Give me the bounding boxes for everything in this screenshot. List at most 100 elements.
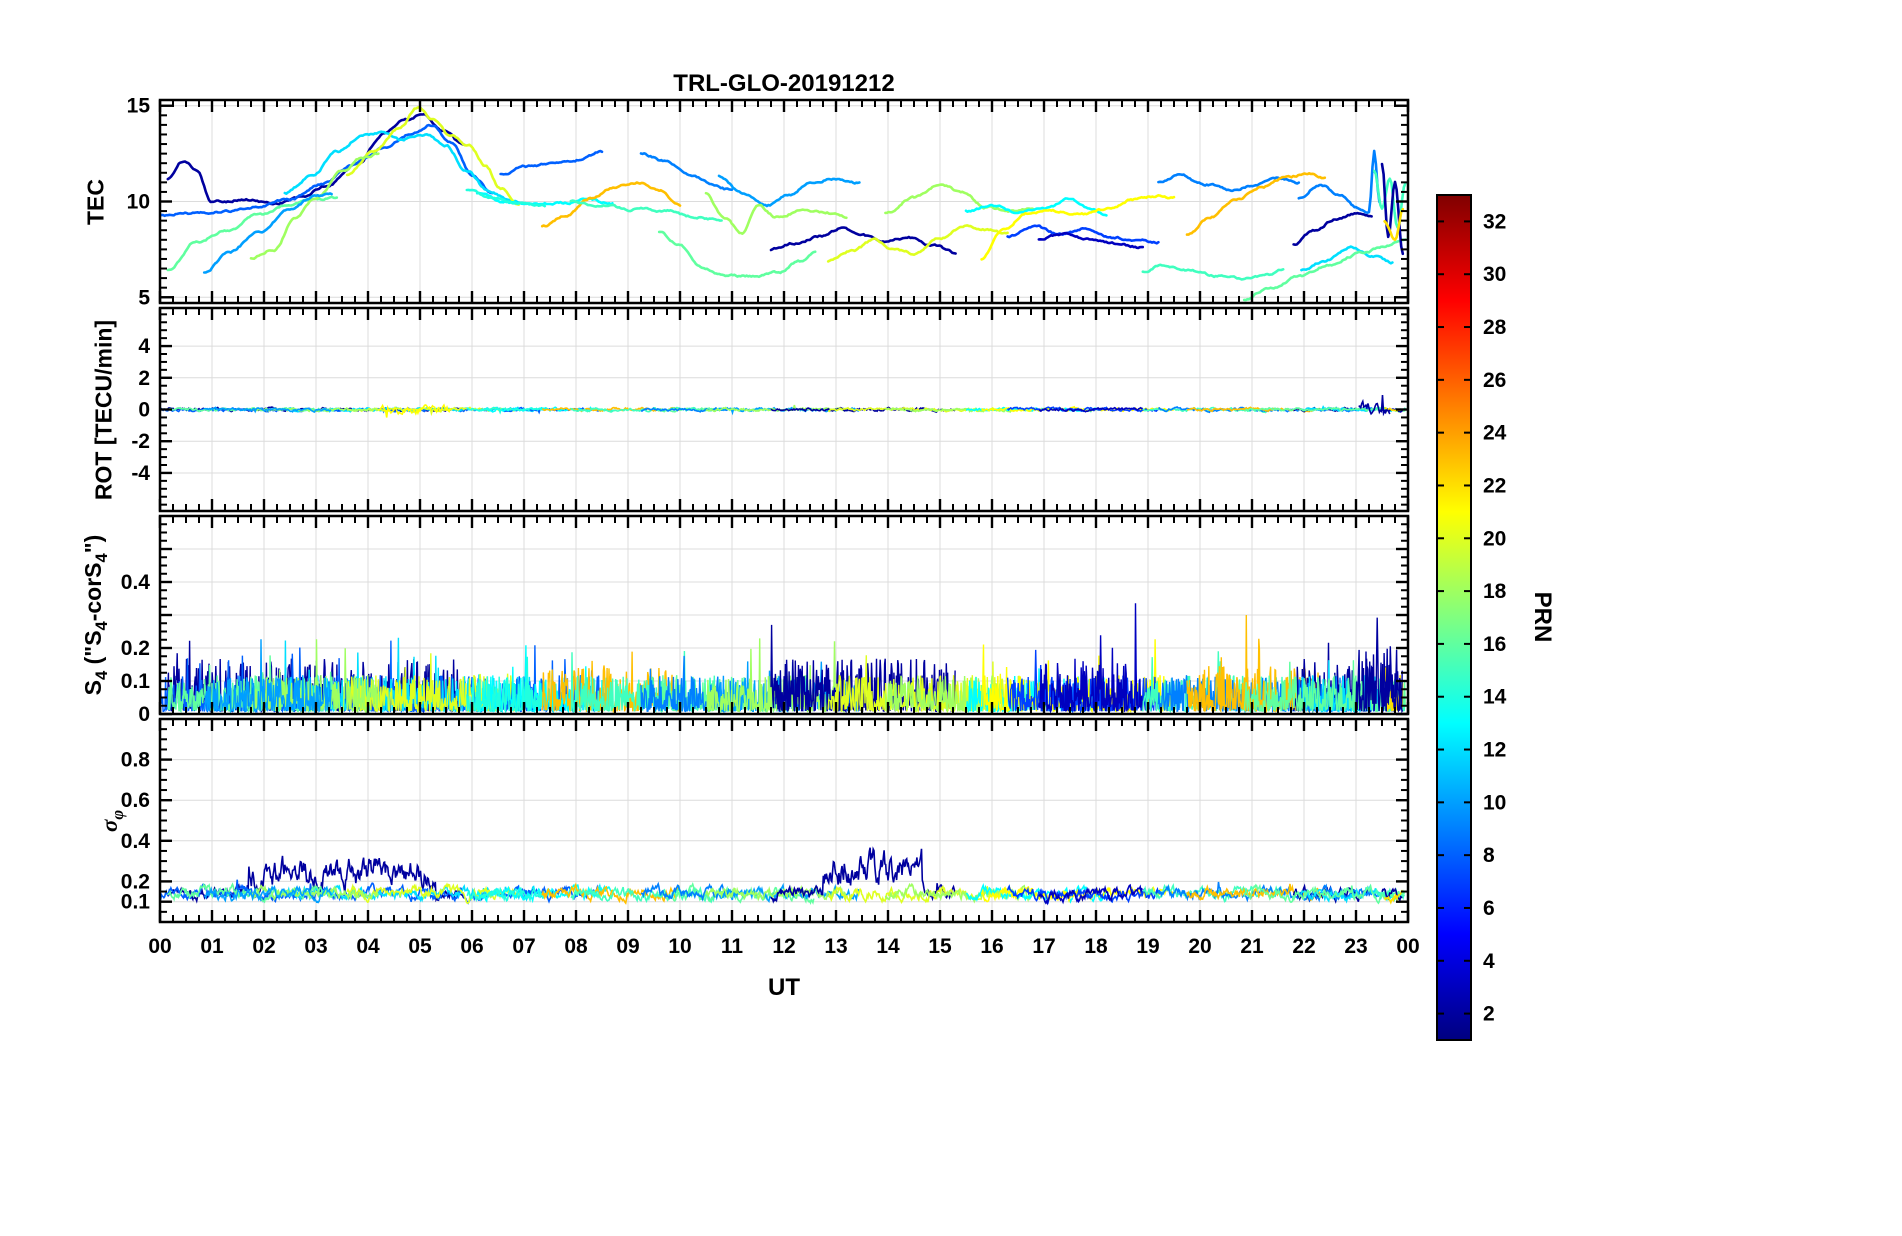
rot-trace-prn-2 <box>1381 407 1403 413</box>
sigma-trace-prn-2 <box>1381 887 1403 902</box>
sigma-trace-prn-2 <box>770 846 956 904</box>
tec-trace-prn-16 <box>657 230 817 279</box>
sigma-trace-prn-9 <box>640 881 733 902</box>
s4-ytick-label: 0 <box>138 703 150 726</box>
tec-trace-prn-15 <box>569 199 723 222</box>
xtick-label: 21 <box>1240 935 1264 958</box>
colorbar-tick-label: 20 <box>1483 527 1506 550</box>
rot-ytick-label: 4 <box>138 335 150 358</box>
s4-data <box>160 603 1406 714</box>
rot-trace-prn-14 <box>466 406 546 415</box>
sigma-trace-prn-14 <box>466 886 546 903</box>
tec-data <box>160 106 1407 302</box>
xtick-label: 13 <box>824 935 847 958</box>
xtick-label: 14 <box>876 935 900 958</box>
sigma-trace-prn-18 <box>250 884 379 902</box>
tec-trace-prn-20 <box>826 224 1009 263</box>
sigma-ytick-label: 0.6 <box>121 789 150 812</box>
xtick-label: 23 <box>1344 935 1367 958</box>
sigma-trace-prn-10 <box>204 884 333 904</box>
rot-trace-prn-3 <box>1038 406 1144 413</box>
sigma-trace-prn-3 <box>1038 883 1144 906</box>
xtick-label: 09 <box>616 935 639 958</box>
tec-ytick-label: 5 <box>138 286 150 309</box>
colorbar-tick-label: 24 <box>1483 422 1507 445</box>
tec-trace-prn-2 <box>1380 162 1405 256</box>
xtick-label: 03 <box>304 935 327 958</box>
sigma-panel: 0.10.2 0.4 0.6 0.8 <box>121 717 1410 924</box>
tec-trace-prn-2 <box>166 112 466 206</box>
xlabel-ut: UT <box>768 974 800 1001</box>
sigma-data <box>160 846 1406 906</box>
xtick-label: 00 <box>148 935 171 958</box>
tec-trace-prn-8 <box>160 123 495 218</box>
tec-trace-prn-2 <box>1292 211 1373 246</box>
colorbar-tick-label: 22 <box>1483 474 1506 497</box>
rot-ytick-label: -4 <box>131 462 150 485</box>
sigma-ytick-label: 0.1 <box>121 891 151 914</box>
sigma-ytick-label: 0.2 <box>121 870 150 893</box>
xtick-label: 06 <box>460 935 483 958</box>
s4-trace-prn-20 <box>827 655 1008 714</box>
s4-trace-prn-14 <box>466 656 546 714</box>
tec-trace-prn-12 <box>1300 245 1394 272</box>
s4-ytick-label: 0.4 <box>121 571 151 594</box>
colorbar-tick-label: 4 <box>1483 950 1495 973</box>
s4-ytick-label: 0.2 <box>121 637 150 660</box>
colorbar-tick-label: 10 <box>1483 791 1506 814</box>
colorbar-tick-label: 8 <box>1483 844 1495 867</box>
tec-trace-prn-10 <box>717 174 861 208</box>
tec-trace-prn-23 <box>540 181 682 228</box>
tec-ytick-label: 15 <box>127 95 151 118</box>
sigma-trace-prn-16 <box>1243 883 1405 905</box>
rot-panel: -4 -2 0 2 4 <box>131 306 1410 513</box>
rot-ytick-label: 0 <box>138 399 150 422</box>
rot-data <box>160 394 1406 418</box>
colorbar-tick-label: 30 <box>1483 263 1506 286</box>
colorbar-tick-label: 16 <box>1483 633 1506 656</box>
rot-trace-prn-21 <box>377 403 452 418</box>
xtick-label: 11 <box>721 935 744 958</box>
tec-trace-prn-9 <box>639 152 734 191</box>
xtick-label: 08 <box>564 935 588 958</box>
xtick-label: 04 <box>356 935 380 958</box>
xtick-label: 15 <box>928 935 952 958</box>
sigma-ytick-label: 0.4 <box>121 830 151 853</box>
rot-trace-prn-10 <box>203 406 332 414</box>
tec-trace-prn-12 <box>283 130 536 207</box>
tec-trace-prn-18 <box>884 183 1035 215</box>
xtick-label: 07 <box>512 935 535 958</box>
colorbar-tick-label: 32 <box>1483 210 1506 233</box>
xtick-label: 00 <box>1396 935 1419 958</box>
xtick-label: 18 <box>1084 935 1108 958</box>
colorbar-tick-label: 28 <box>1483 316 1507 339</box>
s4-trace-prn-3 <box>1038 603 1144 714</box>
rot-trace-prn-2 <box>1358 394 1391 417</box>
tec-trace-prn-20 <box>345 106 521 206</box>
tec-trace-prn-9 <box>1297 149 1381 214</box>
xtick-label: 12 <box>772 935 795 958</box>
tec-trace-prn-3 <box>1037 231 1145 250</box>
tec-trace-prn-23 <box>1185 172 1327 236</box>
tec-trace-prn-9 <box>1157 173 1301 193</box>
tec-panel: 5 10 15 <box>127 95 1410 309</box>
colorbar-tick-label: 2 <box>1483 1003 1495 1026</box>
tec-trace-prn-14 <box>465 188 547 208</box>
rot-trace-prn-18 <box>884 407 1034 413</box>
colorbar-tick-label: 18 <box>1483 580 1507 603</box>
s4-trace-prn-10 <box>203 639 333 714</box>
rot-trace-prn-9 <box>640 406 732 413</box>
tec-trace-prn-15 <box>1141 263 1285 281</box>
tec-trace-prn-13 <box>964 197 1108 217</box>
xtick-label: 05 <box>408 935 432 958</box>
s4-trace-prn-2 <box>1355 617 1403 714</box>
tec-trace-prn-18 <box>704 191 848 235</box>
xtick-label: 16 <box>980 935 1003 958</box>
xtick-label: 17 <box>1032 935 1055 958</box>
tec-trace-prn-22 <box>1383 207 1405 242</box>
s4-trace-prn-15 <box>570 650 722 714</box>
tec-trace-prn-7 <box>1006 224 1160 245</box>
